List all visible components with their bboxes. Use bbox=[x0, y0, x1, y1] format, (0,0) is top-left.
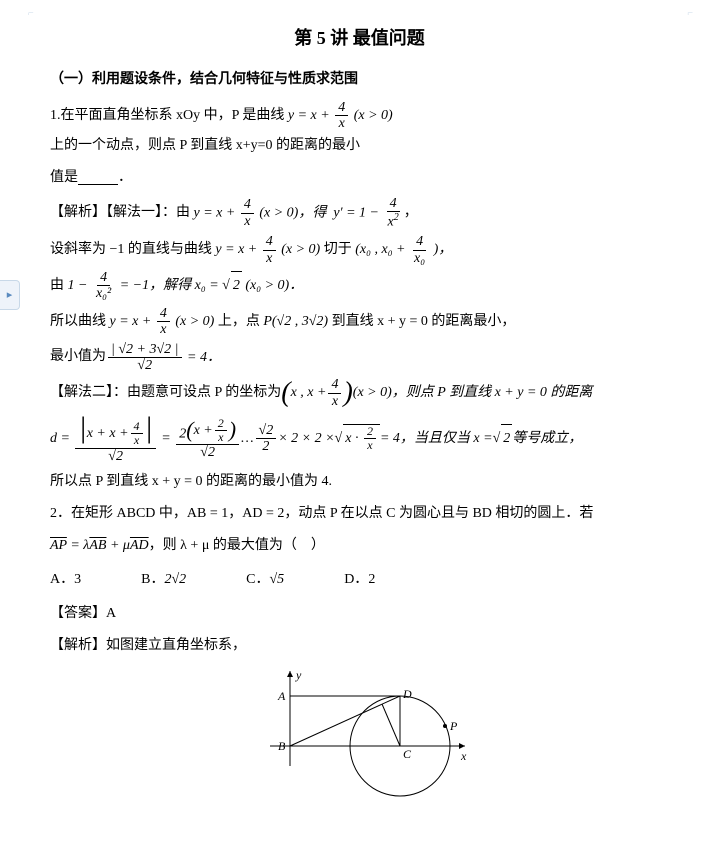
page-title: 第 5 讲 最值问题 bbox=[50, 20, 669, 56]
option-a: A．3 bbox=[50, 566, 81, 594]
option-b: B．2√2 bbox=[141, 566, 186, 594]
svg-text:A: A bbox=[277, 689, 286, 703]
q2-options: A．3 B．2√2 C．√5 D．2 bbox=[50, 566, 669, 594]
q1-line2: 值是． bbox=[50, 164, 669, 192]
sol1b-line1: 【解法二】：由题意可设点 P 的坐标为 ( x , x + 4x ) (x > … bbox=[50, 377, 669, 409]
sol1a-line5: 最小值为 | √2 + 3√2 | √2 = 4． bbox=[50, 342, 669, 374]
q2-line1: 2．在矩形 ABCD 中，AB = 1，AD = 2，动点 P 在以点 C 为圆… bbox=[50, 500, 669, 528]
svg-text:x: x bbox=[460, 749, 467, 763]
sol1a-line4: 所以曲线 y = x + 4x (x > 0) 上，点 P(√2 , 3√2) … bbox=[50, 306, 669, 338]
q2-diagram: y x A B C D P bbox=[250, 666, 470, 826]
svg-text:y: y bbox=[295, 668, 302, 682]
side-tab[interactable]: ▸ bbox=[0, 280, 20, 310]
svg-text:B: B bbox=[278, 739, 286, 753]
corner-mark-tl: ⌐ bbox=[28, 4, 34, 24]
option-d: D．2 bbox=[344, 566, 375, 594]
q1-lead: 1.在平面直角坐标系 xOy 中，P 是曲线 bbox=[50, 102, 284, 130]
option-c: C．√5 bbox=[246, 566, 284, 594]
svg-text:P: P bbox=[449, 719, 458, 733]
sol1b-line2: d = |x + x +4x| √2 = 2(x +2x) √2 … √22 ×… bbox=[50, 413, 669, 464]
q1-tail1: 上的一个动点，则点 P 到直线 x+y=0 的距离的最小 bbox=[50, 132, 360, 160]
q1-line1: 1.在平面直角坐标系 xOy 中，P 是曲线 y = x + 4x (x > 0… bbox=[50, 100, 669, 160]
q1-curve: y = x + 4x (x > 0) bbox=[284, 100, 396, 132]
corner-mark-tr: ⌐ bbox=[687, 4, 693, 24]
q2-line2: AP = λAB + μAD ，则 λ + μ 的最大值为（ ） bbox=[50, 532, 669, 560]
section-subtitle: （一）利用题设条件，结合几何特征与性质求范围 bbox=[50, 66, 669, 94]
sol1a-line1: 【解析】【解法一】：由 y = x + 4x (x > 0)，得 y′ = 1 … bbox=[50, 196, 669, 230]
q2-answer: 【答案】A bbox=[50, 600, 669, 628]
q2-solution: 【解析】如图建立直角坐标系， bbox=[50, 632, 669, 660]
sol1a-line2: 设斜率为 −1 的直线与曲线 y = x + 4x (x > 0) 切于 (x₀… bbox=[50, 234, 669, 266]
svg-text:D: D bbox=[402, 687, 412, 701]
svg-text:C: C bbox=[403, 747, 412, 761]
sol1b-concl: 所以点 P 到直线 x + y = 0 的距离的最小值为 4. bbox=[50, 468, 669, 496]
answer-blank bbox=[78, 171, 118, 185]
sol1a-line3: 由 1 − 4x₀² = −1，解得 x₀ = 2 (x₀ > 0)． bbox=[50, 270, 669, 302]
